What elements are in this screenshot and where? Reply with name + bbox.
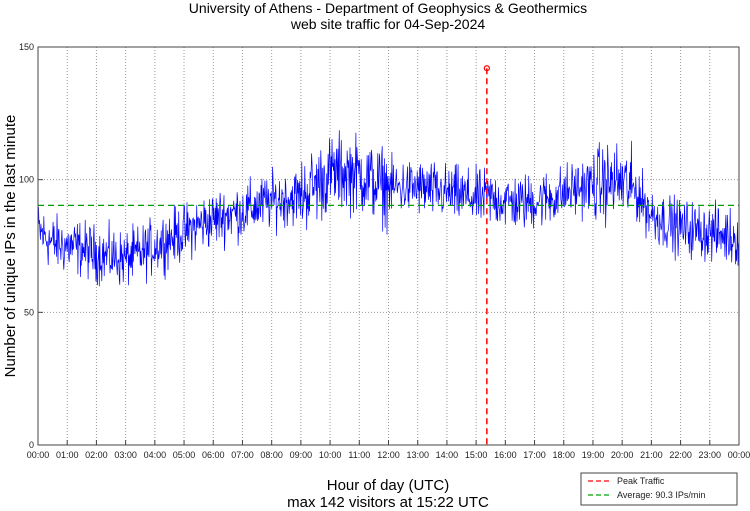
x-tick-label: 20:00 xyxy=(611,450,634,460)
y-tick-label: 0 xyxy=(29,440,34,450)
x-tick-label: 09:00 xyxy=(290,450,313,460)
x-axis-label: Hour of day (UTC) xyxy=(327,477,450,494)
legend: Peak Traffic Average: 90.3 IPs/min xyxy=(580,472,738,506)
x-tick-label: 16:00 xyxy=(494,450,517,460)
x-tick-label: 19:00 xyxy=(582,450,605,460)
y-axis-label: Number of unique IPs in the last minute xyxy=(2,115,19,378)
x-tick-label: 21:00 xyxy=(640,450,663,460)
x-tick-label: 01:00 xyxy=(56,450,79,460)
axis-ticks: 00:00 01:00 02:00 03:00 04:00 05:00 06:00 07:00… xyxy=(19,42,750,460)
x-tick-label: 14:00 xyxy=(436,450,459,460)
y-tick-label: 150 xyxy=(19,42,34,52)
y-tick-label: 50 xyxy=(24,307,34,317)
x-tick-label: 11:00 xyxy=(348,450,370,460)
x-tick-label: 05:00 xyxy=(173,450,196,460)
legend-average-label: Average: 90.3 IPs/min xyxy=(617,490,705,500)
legend-peak-label: Peak Traffic xyxy=(617,476,665,486)
x-tick-label: 13:00 xyxy=(406,450,429,460)
x-tick-label: 08:00 xyxy=(260,450,283,460)
x-tick-label: 15:00 xyxy=(465,450,488,460)
chart-subtitle: web site traffic for 04-Sep-2024 xyxy=(290,16,486,32)
y-tick-label: 100 xyxy=(19,175,34,185)
x-tick-label: 18:00 xyxy=(552,450,575,460)
peak-marker xyxy=(483,65,490,72)
x-tick-label: 17:00 xyxy=(523,450,546,460)
x-tick-label: 00:00 xyxy=(27,450,50,460)
x-tick-label: 10:00 xyxy=(319,450,342,460)
max-visitors-caption: max 142 visitors at 15:22 UTC xyxy=(287,494,489,511)
chart-title: University of Athens - Department of Geo… xyxy=(189,0,587,16)
traffic-series-line xyxy=(37,130,740,287)
x-tick-label: 04:00 xyxy=(144,450,167,460)
x-tick-label: 02:00 xyxy=(85,450,108,460)
x-tick-label: 23:00 xyxy=(699,450,722,460)
x-tick-label: 07:00 xyxy=(231,450,254,460)
x-tick-label: 12:00 xyxy=(377,450,400,460)
x-tick-label: 03:00 xyxy=(114,450,137,460)
grid xyxy=(38,46,739,445)
x-tick-label: 06:00 xyxy=(202,450,225,460)
x-tick-label: 00:00 xyxy=(728,450,750,460)
x-tick-label: 22:00 xyxy=(669,450,692,460)
series-layer xyxy=(37,65,740,445)
